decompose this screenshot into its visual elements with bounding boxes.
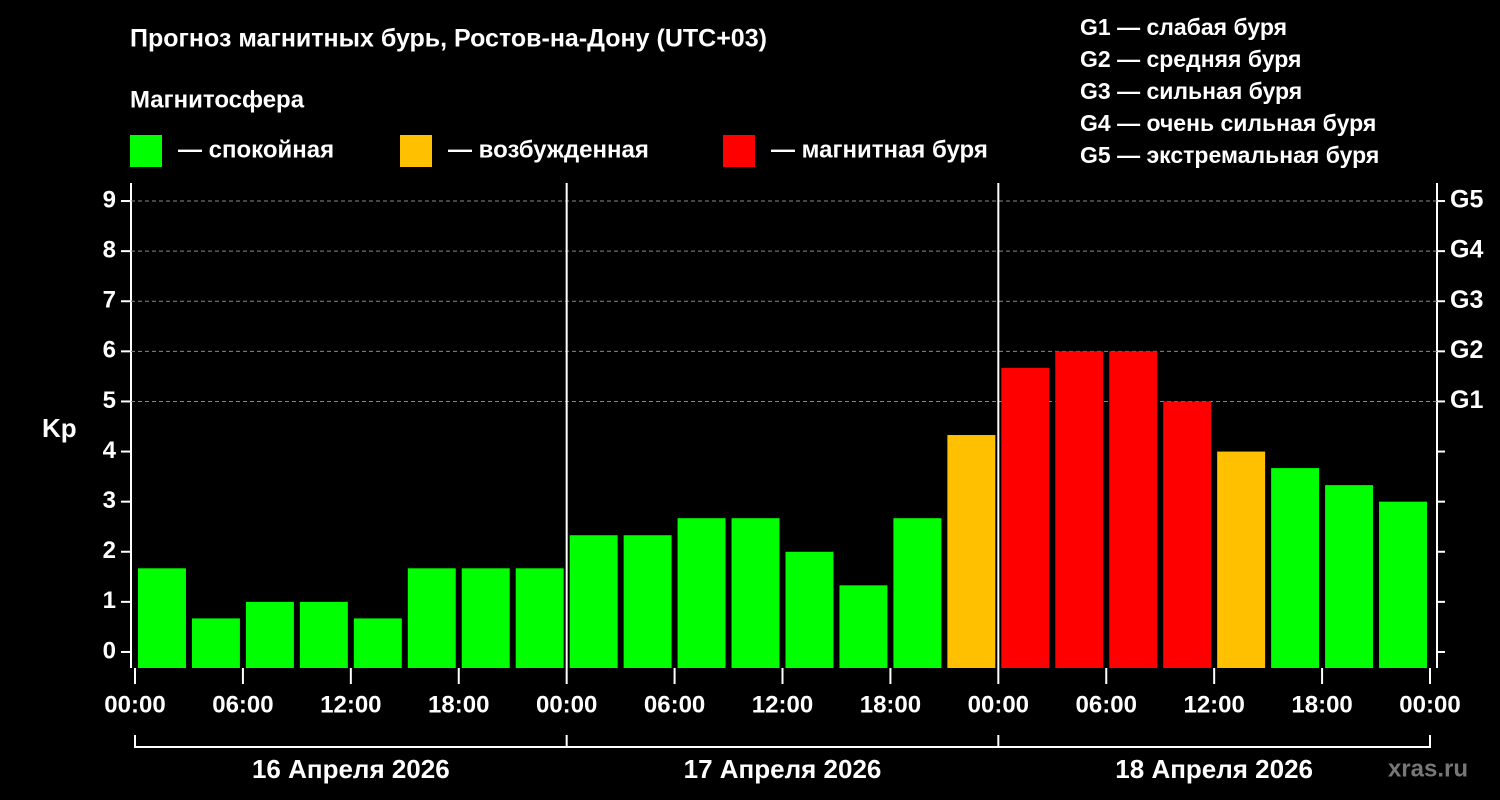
legend-label: — магнитная буря bbox=[771, 136, 988, 163]
bar bbox=[353, 618, 402, 668]
bar bbox=[245, 601, 294, 668]
y2-tick-label: G2 bbox=[1450, 336, 1483, 364]
storm-level: G5 — экстремальная буря bbox=[1080, 142, 1379, 168]
bar bbox=[569, 535, 618, 668]
bar bbox=[1001, 367, 1050, 668]
storm-level: G2 — средняя буря bbox=[1080, 46, 1301, 72]
y-tick-label: 4 bbox=[103, 437, 117, 464]
bar bbox=[785, 551, 834, 668]
y-tick-label: 7 bbox=[103, 287, 116, 314]
bar bbox=[299, 601, 348, 668]
x-tick-label: 06:00 bbox=[212, 691, 273, 718]
bar bbox=[677, 518, 726, 668]
y2-tick-label: G1 bbox=[1450, 386, 1483, 414]
bar bbox=[191, 618, 240, 668]
bar bbox=[1109, 351, 1158, 668]
legend-swatch bbox=[130, 135, 162, 167]
bar bbox=[1055, 351, 1104, 668]
y-tick-label: 2 bbox=[103, 537, 116, 564]
y2-tick-label: G3 bbox=[1450, 286, 1483, 314]
y-tick-label: 1 bbox=[103, 587, 116, 614]
watermark: xras.ru bbox=[1388, 755, 1468, 782]
bar bbox=[1271, 468, 1320, 668]
bar bbox=[893, 518, 942, 668]
y2-tick-label: G5 bbox=[1450, 186, 1483, 214]
bar bbox=[461, 568, 510, 668]
legend-swatch bbox=[723, 135, 755, 167]
y-tick-label: 3 bbox=[103, 487, 116, 514]
y-tick-label: 8 bbox=[103, 236, 116, 263]
bar bbox=[1217, 451, 1266, 668]
x-tick-label: 06:00 bbox=[644, 691, 705, 718]
bar bbox=[1163, 401, 1212, 668]
y-tick-label: 5 bbox=[103, 387, 116, 414]
storm-level: G3 — сильная буря bbox=[1080, 78, 1302, 104]
x-tick-label: 18:00 bbox=[860, 691, 921, 718]
y-tick-label: 0 bbox=[103, 637, 116, 664]
storm-level: G4 — очень сильная буря bbox=[1080, 110, 1376, 136]
chart-title: Прогноз магнитных бурь, Ростов-на-Дону (… bbox=[130, 25, 767, 53]
x-tick-label: 12:00 bbox=[320, 691, 381, 718]
bar bbox=[1325, 485, 1374, 668]
storm-level: G1 — слабая буря bbox=[1080, 14, 1287, 40]
bar bbox=[731, 518, 780, 668]
y-axis-label: Kp bbox=[42, 413, 77, 443]
day-label: 18 Апреля 2026 bbox=[1115, 754, 1313, 784]
day-label: 16 Апреля 2026 bbox=[252, 754, 450, 784]
legend-swatch bbox=[400, 135, 432, 167]
subtitle: Магнитосфера bbox=[130, 86, 305, 113]
legend-label: — спокойная bbox=[178, 136, 334, 163]
x-tick-label: 00:00 bbox=[536, 691, 597, 718]
x-tick-label: 12:00 bbox=[752, 691, 813, 718]
x-tick-label: 18:00 bbox=[1291, 691, 1352, 718]
x-tick-label: 00:00 bbox=[104, 691, 165, 718]
x-tick-label: 00:00 bbox=[968, 691, 1029, 718]
bar bbox=[407, 568, 456, 668]
x-tick-label: 06:00 bbox=[1076, 691, 1137, 718]
day-label: 17 Апреля 2026 bbox=[684, 754, 882, 784]
y2-tick-label: G4 bbox=[1450, 236, 1483, 264]
x-tick-label: 00:00 bbox=[1399, 691, 1460, 718]
bar bbox=[947, 435, 996, 668]
x-tick-label: 18:00 bbox=[428, 691, 489, 718]
y-tick-label: 6 bbox=[103, 337, 116, 364]
bar bbox=[839, 585, 888, 668]
legend-label: — возбужденная bbox=[448, 136, 649, 163]
x-tick-label: 12:00 bbox=[1183, 691, 1244, 718]
y-tick-label: 9 bbox=[103, 186, 116, 213]
bar bbox=[1379, 501, 1427, 668]
bar bbox=[623, 535, 672, 668]
bar bbox=[138, 568, 186, 668]
bar bbox=[515, 568, 564, 668]
